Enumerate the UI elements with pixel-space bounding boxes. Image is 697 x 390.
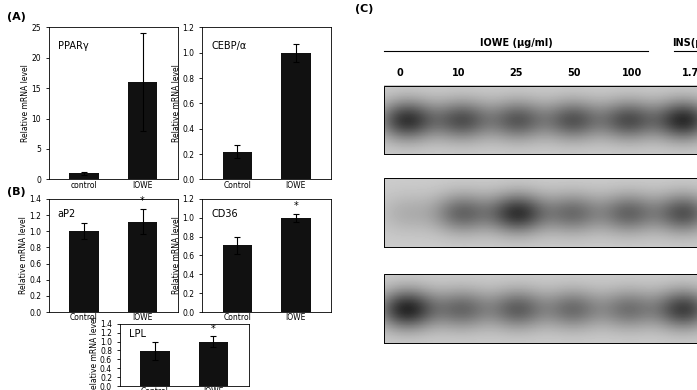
Y-axis label: Relative mRNA level: Relative mRNA level [172,64,181,142]
Bar [69,231,98,312]
Bar [384,275,697,343]
Bar [282,218,311,312]
Text: 25: 25 [510,69,523,78]
Text: (B): (B) [7,187,26,197]
Text: LPL: LPL [129,329,146,339]
Bar [384,86,697,154]
Text: *: * [293,200,298,211]
Bar [140,351,169,386]
Text: aP2: aP2 [58,209,76,219]
Text: IOWE (μg/ml): IOWE (μg/ml) [480,37,553,48]
Text: 1.7: 1.7 [682,69,697,78]
Bar [128,82,158,179]
Text: INS(μM): INS(μM) [672,37,697,48]
Text: 100: 100 [622,69,643,78]
Bar [128,222,158,312]
Y-axis label: Relative mRNA level: Relative mRNA level [172,216,181,294]
Bar [282,53,311,179]
Text: 10: 10 [452,69,465,78]
Text: CEBP/α: CEBP/α [211,41,247,51]
Bar [69,173,98,179]
Bar [199,342,228,386]
Bar [384,178,697,247]
Y-axis label: Relative mRNA level: Relative mRNA level [21,64,30,142]
Bar [222,151,252,179]
Text: (C): (C) [355,4,374,14]
Text: *: * [211,324,216,334]
Y-axis label: Relative mRNA level: Relative mRNA level [19,216,28,294]
Bar [222,245,252,312]
Y-axis label: Relative mRNA level: Relative mRNA level [89,316,98,390]
Text: CD36: CD36 [211,209,238,219]
Text: 0: 0 [397,69,404,78]
Text: *: * [140,196,145,206]
Text: 50: 50 [567,69,581,78]
Text: (A): (A) [7,12,26,22]
Text: PPARγ: PPARγ [58,41,89,51]
